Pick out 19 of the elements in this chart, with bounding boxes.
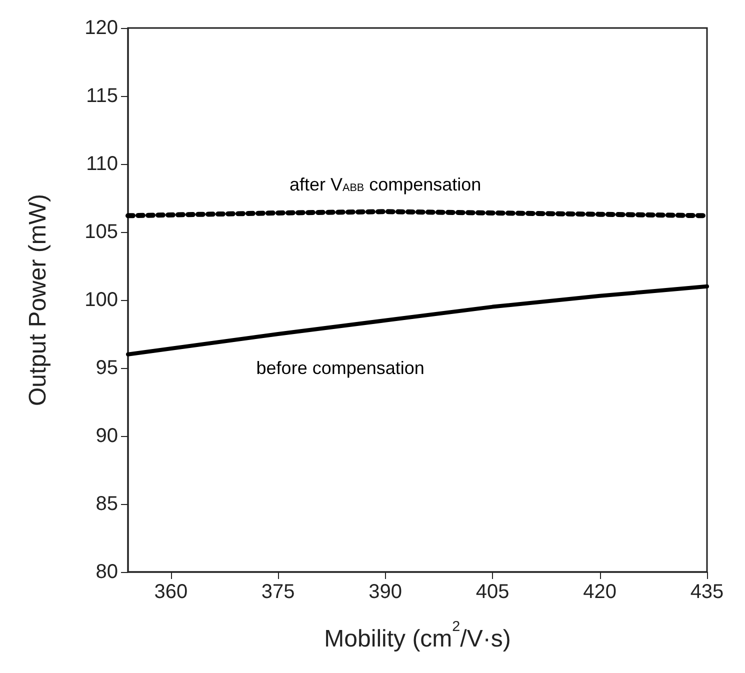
x-tick-label: 405: [476, 581, 510, 603]
y-tick-label: 120: [84, 17, 118, 39]
annotation: before compensation: [256, 358, 424, 378]
annotation: after VABB compensation: [289, 174, 482, 194]
y-tick-label: 110: [86, 153, 118, 175]
y-tick-label: 105: [84, 221, 118, 243]
y-tick-label: 80: [96, 561, 118, 583]
x-tick-label: 375: [261, 581, 295, 603]
y-tick-label: 95: [96, 357, 118, 379]
x-tick-label: 360: [154, 581, 188, 603]
y-tick-label: 85: [96, 493, 118, 515]
y-tick-label: 100: [84, 289, 118, 311]
x-tick-label: 420: [583, 581, 616, 603]
y-tick-label: 90: [96, 425, 118, 447]
y-axis-title: Output Power (mW): [24, 194, 52, 406]
y-tick-label: 115: [86, 85, 118, 107]
x-tick-label: 390: [368, 581, 402, 603]
line-series: [126, 284, 709, 356]
x-tick-label: 435: [690, 581, 724, 603]
